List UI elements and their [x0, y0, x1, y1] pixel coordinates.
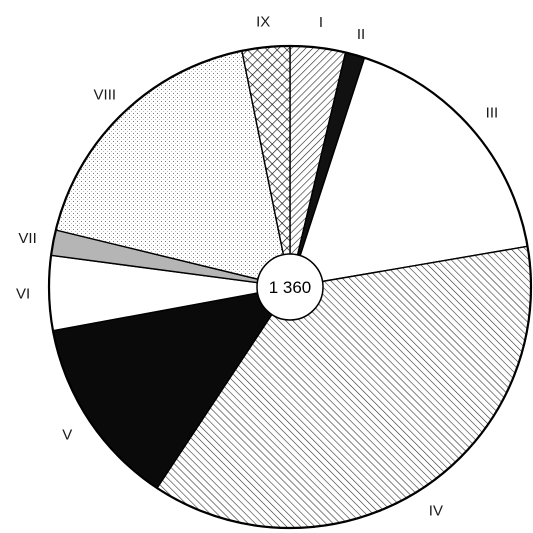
slice-label-i: I [319, 14, 323, 31]
slice-label-iii: III [486, 104, 499, 121]
slice-label-viii: VIII [94, 87, 117, 104]
slice-label-vi: VI [16, 286, 30, 303]
pie-outline [47, 44, 533, 530]
slice-label-v: V [62, 426, 72, 443]
slice-label-ii: II [357, 26, 365, 43]
slice-label-vii: VII [18, 230, 36, 247]
center-total-label: 1 360 [269, 278, 312, 297]
center-hole [256, 253, 324, 321]
slice-label-iv: IV [429, 503, 443, 520]
slice-label-ix: IX [256, 13, 270, 30]
